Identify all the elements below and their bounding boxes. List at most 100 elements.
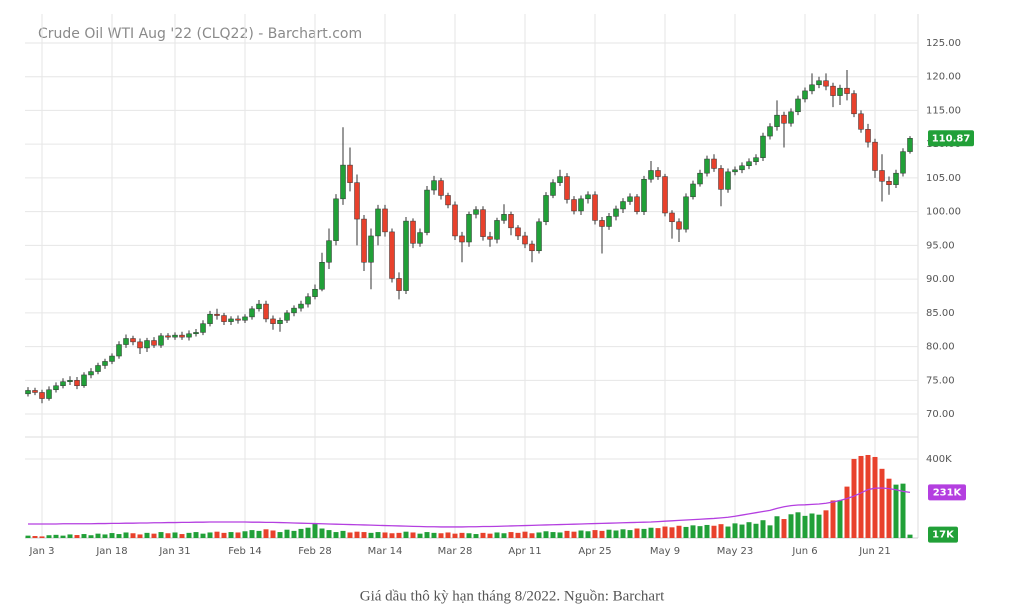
x-tick-label: Feb 14	[228, 546, 262, 557]
x-tick-label: Mar 28	[438, 546, 473, 557]
candle-body	[340, 164, 346, 200]
x-tick-label: Jun 21	[858, 546, 891, 557]
candle-body	[291, 307, 297, 314]
volume-bar	[368, 532, 374, 538]
candle-body	[347, 164, 353, 183]
candle-body	[795, 98, 801, 113]
candle-body	[627, 196, 633, 202]
volume-bar	[242, 531, 248, 538]
volume-bar	[781, 519, 787, 538]
volume-bar	[774, 516, 780, 538]
candle-body	[270, 318, 276, 324]
candle-body	[809, 84, 815, 92]
volume-bar	[438, 533, 444, 538]
volume-bar	[340, 530, 346, 538]
volume-bar	[627, 530, 633, 538]
volume-bar	[333, 532, 339, 538]
volume-bar	[907, 534, 913, 538]
volume-bar	[683, 526, 689, 538]
volume-bar	[473, 534, 479, 538]
candle-body	[501, 214, 507, 221]
volume-bar	[725, 526, 731, 538]
volume-bar	[669, 527, 675, 538]
volume-bar	[620, 529, 626, 538]
volume-bar	[326, 530, 332, 538]
candle-body	[417, 232, 423, 244]
volume-bar	[312, 523, 318, 538]
candle-body	[781, 114, 787, 124]
candle-body	[788, 111, 794, 124]
volume-bar	[704, 524, 710, 538]
chart-title: Crude Oil WTI Aug '22 (CLQ22) - Barchart…	[38, 26, 362, 42]
x-tick-label: Feb 28	[298, 546, 332, 557]
volume-bar	[452, 533, 458, 538]
volume-tick-label: 400K	[926, 454, 952, 465]
last-price-badge: 110.87	[932, 133, 971, 144]
volume-bar	[837, 500, 843, 538]
candle-body	[767, 126, 773, 137]
volume-bar	[277, 532, 283, 538]
candle-body	[438, 180, 444, 196]
candle-body	[732, 169, 738, 173]
volume-bar	[410, 532, 416, 538]
candle-body	[725, 171, 731, 190]
volume-bar	[676, 525, 682, 538]
volume-bar	[137, 534, 143, 538]
volume-bar	[501, 533, 507, 538]
candle-body	[557, 176, 563, 183]
volume-bar	[641, 528, 647, 538]
volume-bar	[172, 532, 178, 538]
volume-bar	[32, 536, 38, 538]
volume-bar	[74, 535, 80, 538]
candle-body	[389, 231, 395, 279]
candle-body	[865, 129, 871, 143]
candle-body	[599, 220, 605, 227]
volume-bar	[466, 533, 472, 538]
x-tick-label: Mar 14	[368, 546, 403, 557]
volume-bar	[662, 526, 668, 538]
volume-bar	[109, 533, 115, 538]
volume-bar	[417, 533, 423, 538]
volume-bar	[123, 532, 129, 538]
volume-bar	[823, 510, 829, 538]
caption: Giá dầu thô kỳ hạn tháng 8/2022. Nguồn: …	[360, 588, 665, 604]
volume-bar	[550, 532, 556, 538]
candle-body	[816, 80, 822, 86]
x-tick-label: Jan 3	[29, 546, 55, 557]
volume-bar	[788, 514, 794, 538]
candle-body	[900, 151, 906, 174]
volume-bar	[900, 483, 906, 538]
volume-bar	[655, 528, 661, 538]
volume-bar	[648, 527, 654, 538]
volume-bar	[396, 532, 402, 538]
volume-bar	[585, 531, 591, 538]
volume-bar	[529, 533, 535, 538]
candle-body	[564, 176, 570, 200]
y-tick-label: 90.00	[926, 274, 955, 285]
candle-body	[319, 261, 325, 290]
volume-bar	[130, 533, 136, 538]
volume-bar	[487, 533, 493, 538]
volume-bar	[760, 520, 766, 538]
candle-body	[298, 303, 304, 309]
volume-bar	[298, 528, 304, 538]
candle-body	[718, 168, 724, 190]
y-tick-label: 85.00	[926, 308, 955, 319]
volume-bar	[263, 529, 269, 538]
x-tick-label: Jun 6	[791, 546, 817, 557]
volume-bar	[284, 529, 290, 538]
volume-bar	[522, 531, 528, 538]
volume-bar	[221, 532, 227, 538]
candle-body	[837, 87, 843, 96]
candle-body	[494, 220, 500, 240]
last-price-badge-box	[928, 130, 974, 147]
last-volume-badge-box	[928, 526, 958, 543]
candle-body	[179, 334, 185, 338]
last-volume-badge: 17K	[932, 530, 955, 541]
candle-body	[648, 170, 654, 180]
candle-body	[536, 221, 542, 252]
y-tick-label: 70.00	[926, 409, 955, 420]
volume-bar	[291, 530, 297, 538]
candle-body	[67, 380, 73, 382]
